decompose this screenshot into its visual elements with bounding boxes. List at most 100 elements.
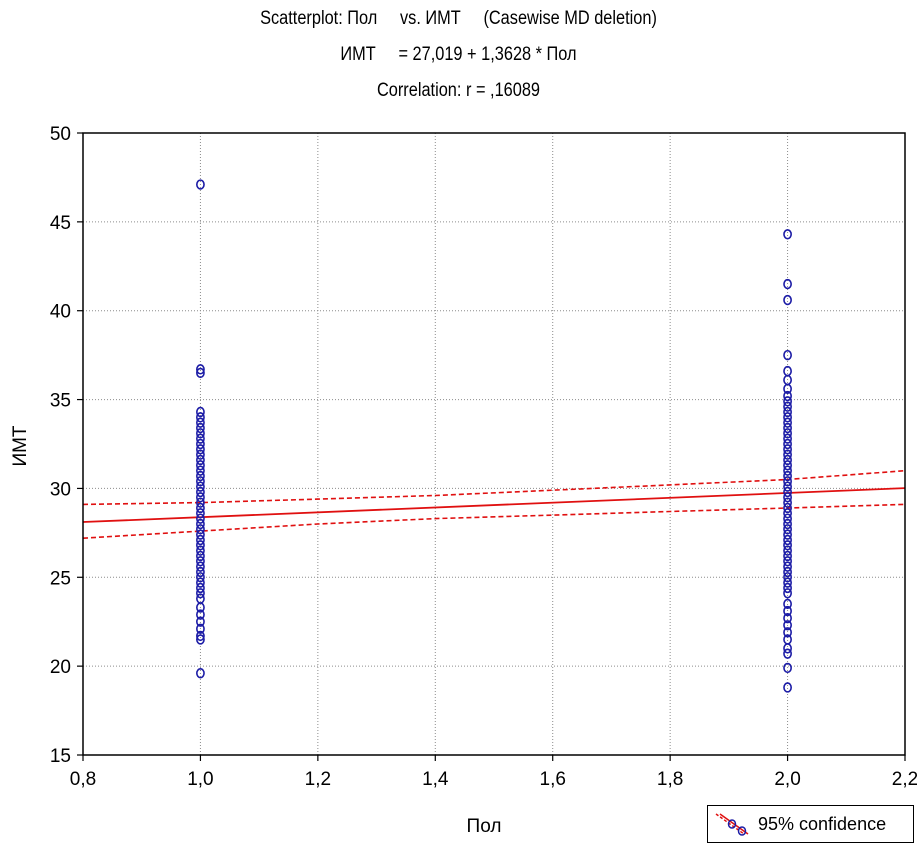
x-tick-label: 2,0 — [774, 769, 800, 790]
data-point — [783, 550, 792, 562]
data-point — [196, 486, 205, 498]
y-tick-label: 50 — [50, 124, 71, 145]
data-point — [783, 508, 792, 519]
data-point — [783, 365, 792, 377]
data-point — [196, 364, 205, 375]
scatter-points — [196, 179, 792, 693]
data-point — [196, 529, 205, 540]
data-point — [196, 422, 205, 434]
data-point — [783, 433, 792, 444]
chart-correlation: Correlation: r = ,16089 — [376, 80, 541, 101]
data-point — [196, 428, 205, 439]
data-point — [783, 513, 792, 524]
data-point — [196, 433, 205, 444]
legend-label: 95% confidence — [758, 814, 887, 834]
data-point — [196, 524, 205, 535]
data-point — [783, 598, 792, 610]
data-point — [196, 634, 205, 645]
data-point — [196, 550, 205, 562]
data-point — [783, 627, 792, 638]
data-point — [196, 179, 205, 190]
data-point — [783, 605, 792, 617]
chart-titles: Scatterplot: Пол vs. ИМТ (Casewise MD de… — [0, 0, 917, 120]
x-tick-label: 1,0 — [187, 769, 213, 790]
data-point — [783, 545, 792, 556]
x-tick-label: 0,8 — [70, 769, 96, 790]
data-point — [196, 623, 205, 635]
data-point — [196, 367, 205, 379]
data-point — [196, 556, 205, 567]
data-point — [783, 449, 792, 460]
x-tick-label: 1,4 — [422, 769, 449, 790]
data-point — [196, 668, 205, 679]
data-point — [783, 566, 792, 578]
y-tick-label: 20 — [50, 657, 71, 678]
data-point — [783, 412, 792, 423]
data-point — [196, 497, 205, 508]
data-point — [196, 602, 205, 613]
data-point — [783, 406, 792, 418]
data-point — [196, 518, 205, 530]
data-point — [783, 497, 792, 508]
data-point — [196, 513, 205, 524]
data-point — [196, 502, 205, 514]
x-tick-label: 2,2 — [892, 769, 917, 790]
data-point — [196, 412, 205, 423]
y-axis-label: ИМТ — [10, 425, 31, 466]
data-point — [783, 438, 792, 450]
data-point — [783, 383, 792, 395]
confidence-upper-line — [82, 469, 906, 506]
data-point — [196, 540, 205, 551]
data-point — [196, 561, 205, 572]
data-point — [196, 417, 205, 428]
data-point — [783, 417, 792, 428]
data-point — [783, 492, 792, 503]
data-point — [196, 545, 205, 556]
data-point — [196, 492, 205, 503]
data-point — [196, 465, 205, 476]
data-point — [783, 396, 792, 407]
data-point — [783, 529, 792, 540]
data-point — [196, 449, 205, 460]
legend-symbol — [715, 813, 749, 836]
y-tick-label: 30 — [50, 479, 71, 500]
data-point — [783, 428, 792, 439]
data-point — [196, 460, 205, 471]
data-point — [783, 540, 792, 551]
data-point — [783, 556, 792, 567]
data-point — [783, 682, 792, 693]
chart-title: Scatterplot: Пол vs. ИМТ (Casewise MD de… — [260, 8, 657, 29]
data-point — [783, 582, 792, 594]
x-tick-label: 1,6 — [540, 769, 566, 790]
data-point — [783, 481, 792, 492]
data-point — [783, 422, 792, 434]
data-point — [196, 508, 205, 519]
data-point — [783, 294, 792, 306]
data-point — [196, 470, 205, 482]
data-point — [196, 534, 205, 546]
data-point — [196, 438, 205, 450]
data-point — [783, 577, 792, 588]
data-point — [783, 620, 792, 631]
x-tick-label: 1,2 — [305, 769, 331, 790]
data-point — [783, 572, 792, 583]
legend: 95% confidence — [707, 805, 914, 843]
data-point — [783, 229, 792, 240]
data-point — [783, 476, 792, 487]
data-point — [196, 577, 205, 588]
data-point — [196, 572, 205, 583]
regression-line — [82, 487, 906, 523]
y-tick-label: 25 — [50, 568, 71, 589]
data-point — [783, 401, 792, 412]
data-point — [783, 662, 792, 674]
data-point — [783, 454, 792, 466]
data-point — [783, 561, 792, 572]
data-point — [783, 518, 792, 530]
data-point — [196, 566, 205, 578]
data-point — [783, 643, 792, 654]
data-point — [783, 278, 792, 290]
data-point — [783, 460, 792, 471]
data-point — [783, 524, 792, 535]
data-point — [196, 406, 205, 418]
